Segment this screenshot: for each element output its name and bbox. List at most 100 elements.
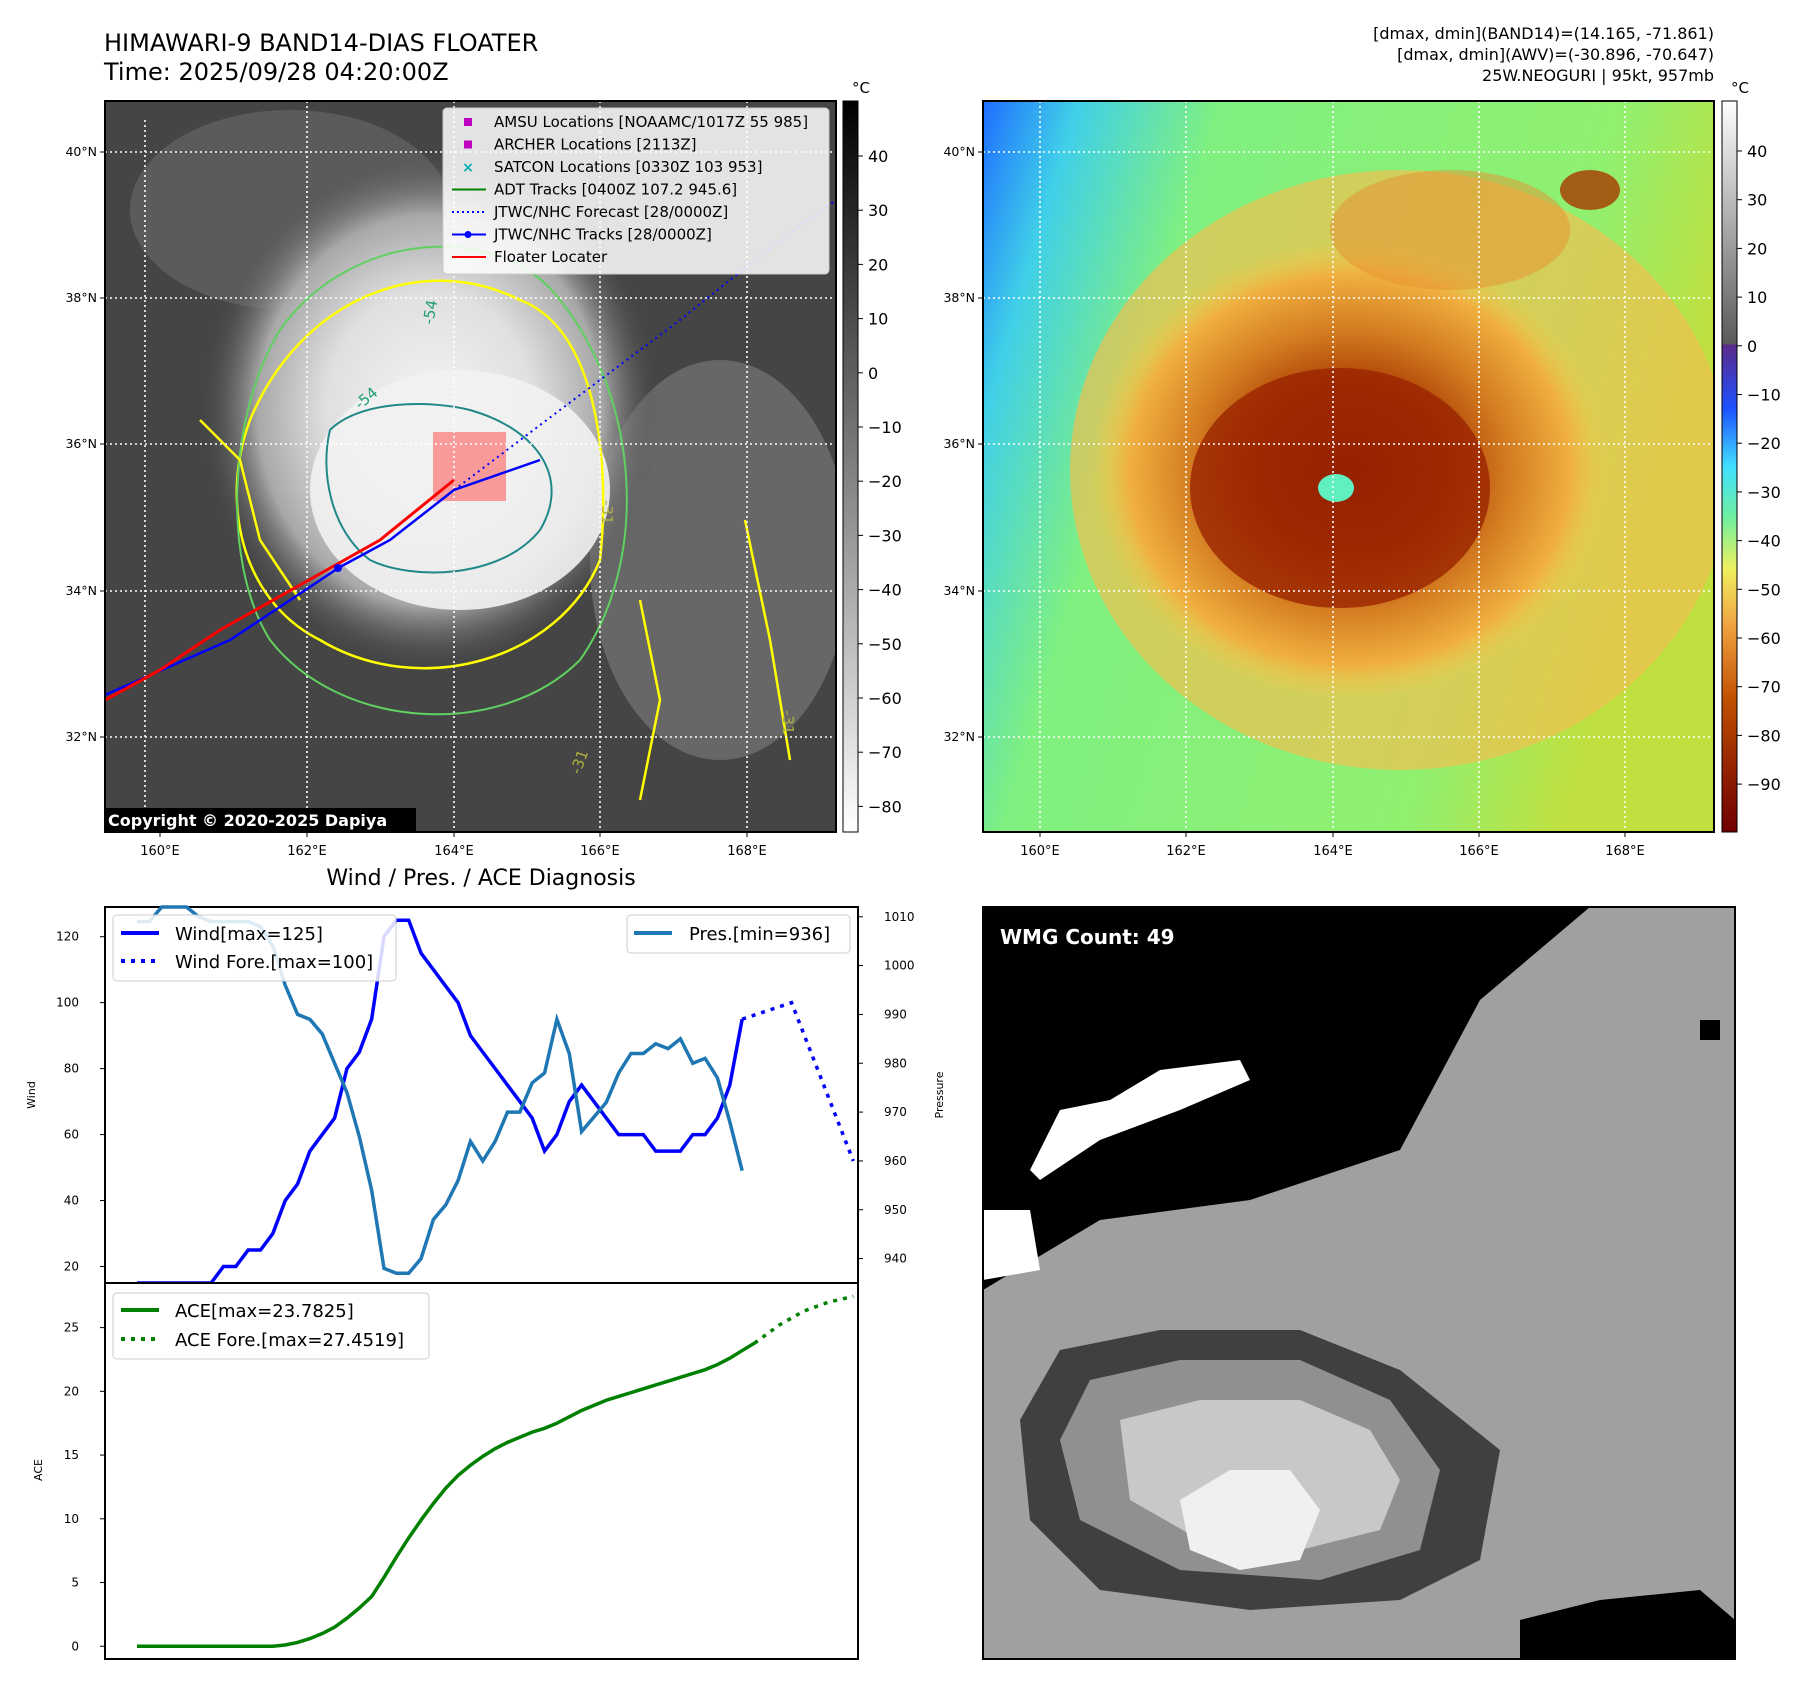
stats-awv: [dmax, dmin](AWV)=(-30.896, -70.647): [1397, 45, 1714, 64]
ace-tick-label: 0: [71, 1639, 79, 1653]
pressure-tick-label: 990: [884, 1007, 907, 1021]
colorbar-tick-label: 40: [1747, 142, 1767, 161]
legend-label: ADT Tracks [0400Z 107.2 945.6]: [494, 181, 737, 199]
ace-tick-label: 25: [64, 1321, 79, 1335]
ace-chart: ACE 0 5 10 15 20 25 ACE[max=23.7825] ACE Fore…: [32, 1282, 859, 1660]
ir-legend: AMSU Locations [NOAAMC/1017Z 55 985] ARCH…: [442, 107, 830, 275]
colorbar-tick-label: −60: [1747, 629, 1781, 648]
pressure-tick-label: 970: [884, 1105, 907, 1119]
ace-tick-label: 10: [64, 1512, 79, 1526]
legend-label: Floater Locater: [494, 248, 608, 266]
pressure-axis-label: Pressure: [933, 1071, 946, 1118]
pressure-tick-label: 960: [884, 1154, 907, 1168]
wind-tick-label: 120: [56, 930, 79, 944]
lon-tick-label: 160°E: [140, 844, 180, 859]
lon-tick-label: 166°E: [1459, 844, 1499, 859]
series-line: [741, 1000, 855, 1162]
legend-marker: [464, 140, 472, 149]
colorbar-tick-label: 20: [868, 255, 888, 274]
awv-colorbar-unit: °C: [1731, 79, 1749, 97]
colorbar-tick-label: 20: [1747, 239, 1767, 258]
legend-ace-fore: ACE Fore.[max=27.4519]: [175, 1330, 404, 1351]
lat-tick-label: 34°N: [65, 583, 97, 598]
awv-map: 40°N 38°N 36°N 34°N 32°N 160°E 162°E 164°E 166°…: [943, 100, 1715, 859]
stats-band14: [dmax, dmin](BAND14)=(14.165, -71.861): [1373, 24, 1714, 43]
copyright-box: [104, 808, 416, 832]
wind-pressure-chart: Wind Pressure 20 40 60 80 100 120 940 950 960 970…: [25, 905, 946, 1285]
diagnosis-title: Wind / Pres. / ACE Diagnosis: [326, 866, 635, 891]
legend-label: JTWC/NHC Tracks [28/0000Z]: [493, 226, 712, 244]
ace-axis-label: ACE: [32, 1459, 45, 1481]
lat-tick-label: 38°N: [943, 290, 975, 305]
colorbar-tick-label: −20: [1747, 434, 1781, 453]
ace-legend: ACE[max=23.7825] ACE Fore.[max=27.4519]: [112, 1292, 430, 1360]
pressure-tick-label: 950: [884, 1203, 907, 1217]
ir-colorbar: °C 40 30 20 10 0 −10 −20 −30 −40 −50 −60 −70 −80: [842, 79, 902, 833]
wmg-count: WMG Count: 49: [1000, 925, 1175, 949]
pressure-tick-label: 940: [884, 1252, 907, 1266]
legend-pressure: Pres.[min=936]: [689, 924, 830, 945]
lat-tick-label: 36°N: [65, 436, 97, 451]
wind-tick-label: 60: [64, 1128, 79, 1142]
legend-label: JTWC/NHC Forecast [28/0000Z]: [493, 203, 728, 221]
wind-tick-label: 40: [64, 1194, 79, 1208]
colorbar-tick-label: −20: [868, 472, 902, 491]
contour-label: -54: [419, 298, 441, 325]
colorbar-tick-label: 30: [868, 201, 888, 220]
figure-title: HIMAWARI-9 BAND14-DIAS FLOATER: [104, 29, 538, 57]
colorbar-tick-label: −10: [868, 418, 902, 437]
colorbar-tick-label: −50: [868, 635, 902, 654]
legend-wind: Wind[max=125]: [175, 924, 323, 945]
lat-tick-label: 38°N: [65, 290, 97, 305]
wind-tick-label: 100: [56, 996, 79, 1010]
lat-tick-label: 32°N: [65, 729, 97, 744]
awv-colorbar: °C 40 30 20 10 0 −10 −20 −30 −40 −50 −60 −70 −80 −90: [1721, 79, 1781, 833]
colorbar-tick-label: −30: [1747, 483, 1781, 502]
lon-tick-label: 160°E: [1020, 844, 1060, 859]
legend-ace: ACE[max=23.7825]: [175, 1301, 354, 1322]
colorbar-tick-label: 40: [868, 147, 888, 166]
colorbar-tick-label: −50: [1747, 580, 1781, 599]
ace-tick-label: 15: [64, 1448, 79, 1462]
legend-marker: [464, 118, 472, 126]
colorbar-tick-label: −90: [1747, 775, 1781, 794]
lon-tick-label: 168°E: [727, 844, 767, 859]
lon-tick-label: 164°E: [434, 844, 474, 859]
colorbar-tick-label: 0: [1747, 337, 1757, 356]
lat-tick-label: 32°N: [943, 729, 975, 744]
wind-tick-label: 80: [64, 1062, 79, 1076]
colorbar-tick-label: 0: [868, 364, 878, 383]
series-line: [753, 1294, 854, 1345]
pressure-tick-label: 1010: [884, 910, 915, 924]
ir-colorbar-unit: °C: [852, 79, 870, 97]
wind-tick-label: 20: [64, 1260, 79, 1274]
colorbar-tick-label: −10: [1747, 386, 1781, 405]
lat-tick-label: 34°N: [943, 583, 975, 598]
lat-tick-label: 36°N: [943, 436, 975, 451]
series-line: [137, 918, 744, 1285]
colorbar-tick-label: −40: [868, 581, 902, 600]
lat-tick-label: 40°N: [943, 144, 975, 159]
ace-tick-label: 20: [64, 1384, 79, 1398]
legend-label: SATCON Locations [0330Z 103 953]: [494, 158, 762, 176]
contour-label: -31: [779, 710, 797, 735]
ir-map: 40°N 38°N 36°N 34°N 32°N 160°E 162°E 164°E 166°…: [65, 100, 837, 859]
colorbar-tick-label: −70: [1747, 678, 1781, 697]
lon-tick-label: 164°E: [1313, 844, 1353, 859]
colorbar-tick-label: 10: [868, 310, 888, 329]
lat-tick-label: 40°N: [65, 144, 97, 159]
figure-time: Time: 2025/09/28 04:20:00Z: [103, 58, 449, 86]
legend-label: AMSU Locations [NOAAMC/1017Z 55 985]: [494, 113, 808, 131]
colorbar-tick-label: −80: [868, 797, 902, 816]
legend-marker: ×: [462, 160, 474, 176]
pressure-tick-label: 1000: [884, 959, 915, 973]
lon-tick-label: 166°E: [580, 844, 620, 859]
pressure-tick-label: 980: [884, 1056, 907, 1070]
contour-label: -31: [598, 500, 616, 525]
colorbar-tick-label: −70: [868, 743, 902, 762]
wind-axis-label: Wind: [25, 1081, 38, 1109]
wind-legend: Wind[max=125] Wind Fore.[max=100] Pres.[…: [112, 914, 851, 982]
legend-wind-fore: Wind Fore.[max=100]: [175, 952, 373, 973]
ace-tick-label: 5: [71, 1576, 79, 1590]
